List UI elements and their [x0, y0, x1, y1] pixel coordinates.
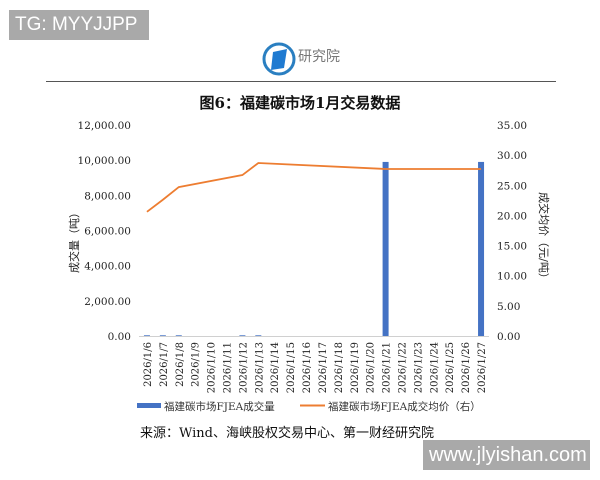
- y-left-tick-label: 10,000.00: [78, 155, 131, 167]
- y-left-tick-label: 2,000.00: [84, 296, 131, 308]
- y-right-tick-label: 0.00: [497, 331, 520, 343]
- x-tick-label: 2026/1/18: [334, 342, 345, 393]
- line-price: [146, 162, 482, 213]
- x-tick-label: 2026/1/25: [445, 342, 456, 393]
- x-tick-label: 2026/1/7: [159, 342, 170, 387]
- x-tick-label: 2026/1/16: [302, 342, 313, 393]
- chart-title: 图6：福建碳市场1月交易数据: [199, 94, 401, 112]
- bar-volume: [382, 161, 389, 336]
- x-tick-label: 2026/1/17: [318, 342, 329, 393]
- y-right-tick-label: 15.00: [497, 241, 527, 253]
- logo: 研究院: [262, 42, 342, 76]
- x-tick-label: 2026/1/21: [382, 342, 393, 393]
- legend-bar-label: 福建碳市场FJEA成交量: [164, 400, 275, 413]
- x-tick-label: 2026/1/14: [270, 342, 281, 393]
- header-divider: [46, 81, 556, 82]
- y-right-tick-label: 10.00: [497, 271, 527, 283]
- x-tick-label: 2026/1/10: [207, 342, 218, 393]
- x-tick-label: 2026/1/6: [143, 342, 154, 387]
- watermark-top: TG: MYYJJPP: [9, 10, 149, 40]
- x-tick-label: 2026/1/27: [477, 342, 488, 393]
- logo-icon: [262, 42, 296, 76]
- x-tick-label: 2026/1/26: [461, 342, 472, 393]
- y-right-tick-label: 25.00: [497, 180, 527, 192]
- y-left-tick-label: 12,000.00: [78, 120, 131, 132]
- y-axis-right-label: 成交均价（元/吨）: [537, 192, 551, 284]
- source-note: 来源：Wind、海峡股权交易中心、第一财经研究院: [140, 426, 434, 441]
- x-tick-label: 2026/1/15: [286, 342, 297, 393]
- x-tick-label: 2026/1/20: [366, 342, 377, 393]
- x-tick-label: 2026/1/22: [398, 342, 409, 393]
- y-left-tick-label: 6,000.00: [84, 226, 131, 238]
- x-tick-label: 2026/1/23: [413, 342, 424, 393]
- y-right-tick-label: 5.00: [497, 301, 520, 313]
- y-axis-left-label: 成交量（吨）: [67, 207, 81, 273]
- x-tick-label: 2026/1/24: [429, 342, 440, 393]
- logo-text: 研究院: [298, 49, 340, 65]
- y-right-tick-label: 20.00: [497, 210, 527, 222]
- y-left-tick-label: 4,000.00: [84, 261, 131, 273]
- y-left-tick-label: 0.00: [108, 331, 131, 343]
- x-tick-label: 2026/1/19: [350, 342, 361, 393]
- x-tick-label: 2026/1/8: [175, 342, 186, 387]
- legend-bar-swatch: [137, 403, 161, 408]
- y-right-tick-label: 30.00: [497, 150, 527, 162]
- x-tick-label: 2026/1/11: [223, 342, 234, 393]
- x-tick-label: 2026/1/9: [191, 342, 202, 387]
- x-tick-label: 2026/1/12: [238, 342, 249, 393]
- x-tick-label: 2026/1/13: [254, 342, 265, 393]
- y-right-tick-label: 35.00: [497, 120, 527, 132]
- legend-line-label: 福建碳市场FJEA成交均价（右）: [328, 400, 481, 413]
- watermark-bottom: www.jlyishan.com: [423, 440, 590, 470]
- y-left-tick-label: 8,000.00: [84, 190, 131, 202]
- bar-volume: [478, 161, 485, 336]
